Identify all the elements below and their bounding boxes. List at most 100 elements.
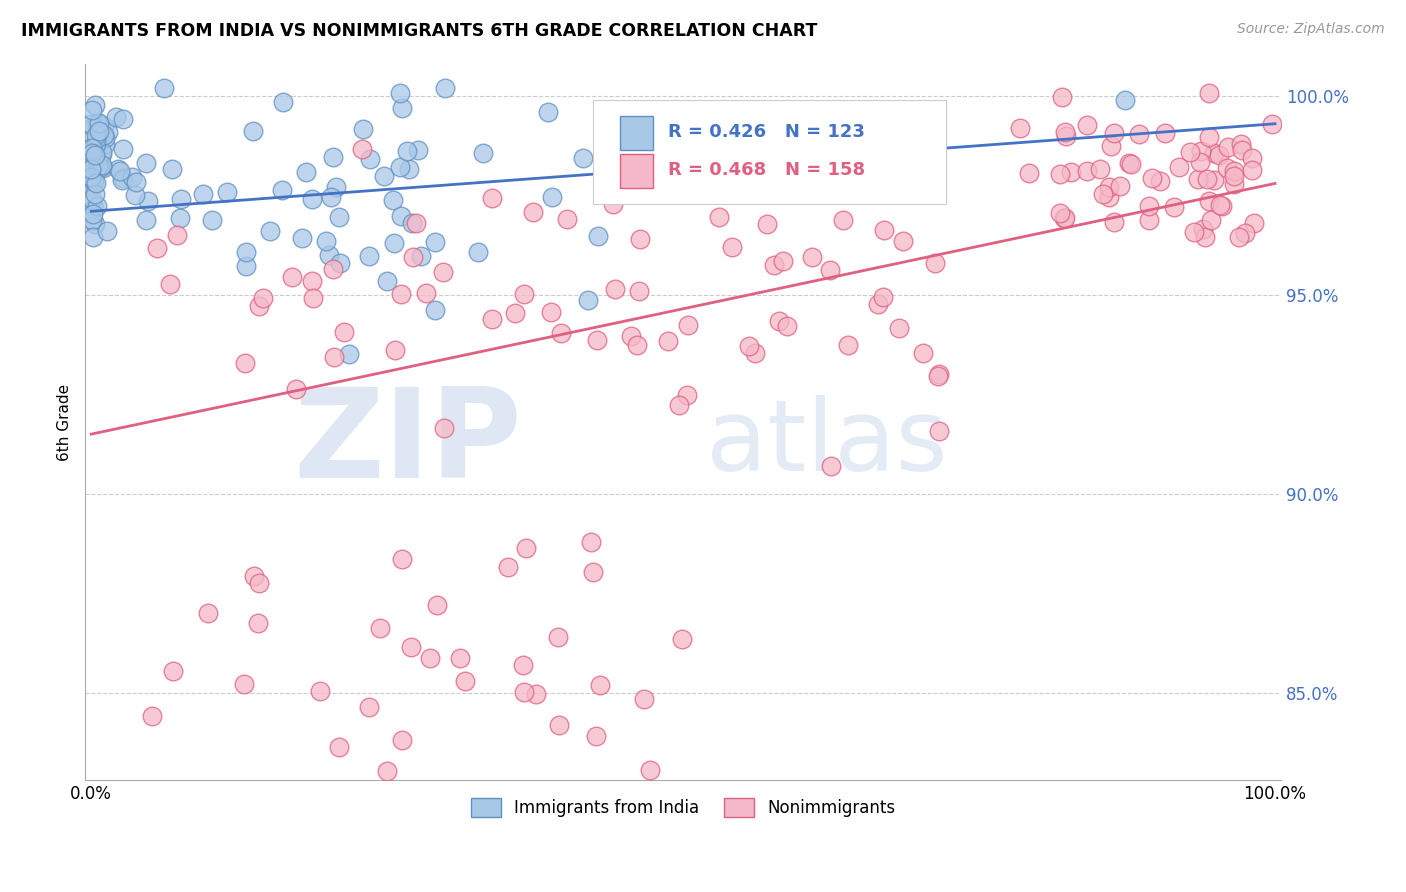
Point [82, 120, 104, 134]
Point [159, 277, 181, 291]
Point [284, 382, 307, 396]
Point [1128, 127, 1150, 141]
Point [1149, 174, 1171, 188]
Point [628, 232, 651, 246]
Point [80, 157, 103, 171]
Point [927, 369, 949, 384]
Point [388, 86, 411, 100]
Point [83, 175, 105, 189]
Point [93, 120, 115, 134]
Point [80, 141, 103, 155]
Point [1052, 89, 1074, 103]
Point [235, 244, 257, 259]
Point [391, 552, 413, 566]
Point [352, 122, 374, 136]
Point [524, 687, 547, 701]
Point [125, 175, 148, 189]
Point [432, 265, 454, 279]
Point [373, 169, 395, 184]
Point [540, 304, 562, 318]
Point [94, 136, 117, 151]
Point [90, 160, 112, 174]
Point [1060, 165, 1083, 179]
Point [433, 81, 456, 95]
Point [1163, 200, 1185, 214]
Point [170, 192, 193, 206]
Point [1208, 148, 1230, 162]
Point [1088, 162, 1111, 177]
Point [548, 717, 571, 731]
Point [80, 175, 103, 189]
Point [402, 250, 425, 264]
Point [1199, 212, 1222, 227]
Point [467, 244, 489, 259]
Point [643, 183, 665, 197]
Point [322, 262, 344, 277]
Point [415, 285, 437, 300]
Point [1092, 186, 1115, 201]
Point [620, 329, 643, 343]
Point [235, 259, 257, 273]
Legend: Immigrants from India, Nonimmigrants: Immigrants from India, Nonimmigrants [463, 789, 904, 826]
Point [252, 291, 274, 305]
Point [911, 346, 934, 360]
Point [1218, 140, 1240, 154]
Point [1049, 205, 1071, 219]
Point [1227, 229, 1250, 244]
Point [80, 117, 103, 131]
Point [86, 199, 108, 213]
Point [80, 162, 103, 177]
Point [928, 367, 950, 381]
Point [671, 632, 693, 647]
Point [94, 130, 117, 145]
Point [1119, 156, 1142, 170]
Point [136, 194, 159, 208]
Point [333, 325, 356, 339]
Point [83, 201, 105, 215]
Point [1230, 136, 1253, 151]
Point [80, 168, 103, 182]
Point [84, 137, 107, 152]
Point [368, 621, 391, 635]
Point [82, 207, 104, 221]
Point [1223, 177, 1246, 191]
Point [169, 211, 191, 226]
Point [1049, 167, 1071, 181]
Point [84, 217, 107, 231]
Point [281, 270, 304, 285]
Point [603, 282, 626, 296]
Point [928, 424, 950, 438]
Point [388, 161, 411, 175]
Point [80, 179, 103, 194]
Text: R = 0.468   N = 158: R = 0.468 N = 158 [668, 161, 865, 179]
Point [1099, 139, 1122, 153]
Text: IMMIGRANTS FROM INDIA VS NONIMMIGRANTS 6TH GRADE CORRELATION CHART: IMMIGRANTS FROM INDIA VS NONIMMIGRANTS 6… [21, 22, 817, 40]
Point [1053, 125, 1076, 139]
Point [301, 274, 323, 288]
Text: ZIP: ZIP [292, 384, 522, 504]
Point [887, 321, 910, 335]
Point [638, 763, 661, 777]
Point [329, 256, 352, 270]
Point [82, 103, 104, 117]
Point [550, 326, 572, 341]
Point [1137, 213, 1160, 227]
Point [1198, 194, 1220, 208]
Point [1018, 166, 1040, 180]
Point [191, 186, 214, 201]
Text: atlas: atlas [706, 395, 948, 492]
Point [84, 128, 107, 143]
Point [515, 541, 537, 555]
Point [91, 161, 114, 175]
Point [423, 302, 446, 317]
Point [84, 132, 107, 146]
Point [294, 165, 316, 179]
Point [1211, 199, 1233, 213]
Point [576, 293, 599, 307]
Point [1118, 156, 1140, 170]
Point [381, 193, 404, 207]
Point [401, 216, 423, 230]
Point [1102, 215, 1125, 229]
Point [868, 297, 890, 311]
Point [90, 145, 112, 159]
